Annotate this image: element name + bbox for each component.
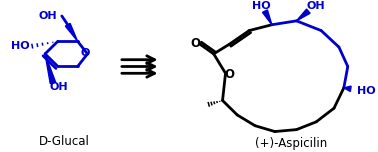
Text: O: O [190,37,200,50]
Polygon shape [65,23,77,41]
Text: (+)-Aspicilin: (+)-Aspicilin [256,137,328,150]
Polygon shape [262,10,272,25]
Text: OH: OH [307,1,325,11]
Text: OH: OH [39,11,57,21]
Polygon shape [296,9,310,21]
Text: HO: HO [357,86,376,96]
Text: O: O [225,68,234,81]
Polygon shape [45,54,56,84]
Text: OH: OH [50,82,68,92]
Text: HO: HO [252,1,270,11]
Text: HO: HO [11,41,30,51]
Polygon shape [344,86,351,92]
Text: O: O [81,48,90,58]
Text: D-Glucal: D-Glucal [39,135,90,148]
